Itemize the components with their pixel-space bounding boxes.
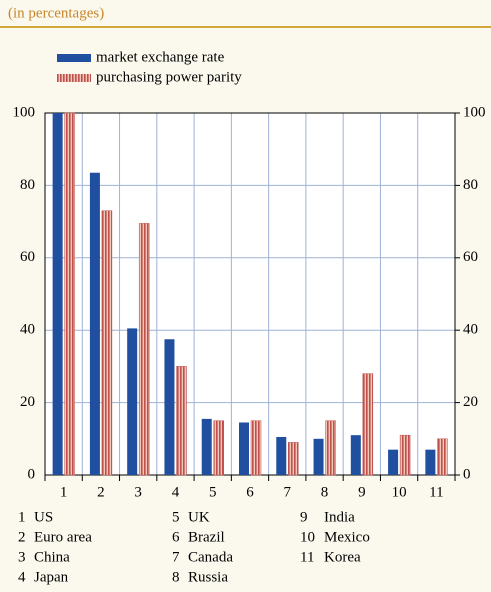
key-name: China — [34, 549, 70, 565]
y2-tick-label: 20 — [463, 394, 478, 410]
plot-area — [45, 113, 455, 475]
key-number: 9 — [300, 509, 308, 525]
key-name: UK — [188, 509, 210, 525]
x-tick-label: 9 — [358, 484, 366, 500]
bar — [101, 210, 113, 476]
y2-tick-label: 0 — [463, 466, 471, 482]
x-tick-label: 10 — [392, 484, 407, 500]
x-tick-label: 8 — [321, 484, 329, 500]
key-number: 1 — [18, 509, 26, 525]
legend-label: market exchange rate — [96, 49, 225, 65]
key-name: Canada — [188, 549, 233, 565]
key-name: Korea — [324, 549, 361, 565]
bar — [239, 422, 249, 475]
y-tick-label: 0 — [28, 466, 36, 482]
legend-label: purchasing power parity — [96, 69, 242, 85]
bar — [288, 442, 299, 476]
key-name: Russia — [188, 569, 228, 585]
key-number: 3 — [18, 549, 26, 565]
key-number: 6 — [172, 529, 180, 545]
x-tick-label: 11 — [429, 484, 443, 500]
x-tick-label: 6 — [246, 484, 254, 500]
bar — [138, 223, 150, 476]
key-number: 11 — [300, 549, 314, 565]
key-number: 4 — [18, 569, 26, 585]
y2-tick-label: 60 — [463, 249, 478, 265]
key-number: 2 — [18, 529, 26, 545]
y2-tick-label: 40 — [463, 322, 478, 338]
x-tick-label: 3 — [134, 484, 142, 500]
bar — [276, 436, 287, 475]
bar — [362, 373, 374, 476]
bar — [127, 328, 138, 475]
x-tick-label: 5 — [209, 484, 217, 500]
bar — [250, 420, 262, 476]
bar — [52, 113, 63, 475]
x-tick-label: 2 — [97, 484, 105, 500]
bar — [313, 438, 324, 475]
subtitle: (in percentages) — [8, 5, 104, 21]
y2-tick-label: 100 — [463, 104, 486, 120]
bar — [437, 438, 448, 476]
key-name: Brazil — [188, 529, 225, 545]
key-number: 5 — [172, 509, 180, 525]
bar — [425, 449, 436, 475]
x-tick-label: 1 — [60, 484, 68, 500]
bar — [201, 418, 212, 475]
key-name: Mexico — [324, 529, 370, 545]
y-tick-label: 60 — [20, 249, 35, 265]
y-tick-label: 20 — [20, 394, 35, 410]
x-tick-label: 4 — [172, 484, 180, 500]
key-name: India — [324, 509, 355, 525]
bar — [399, 434, 411, 476]
bar — [176, 366, 187, 476]
bar — [64, 112, 75, 476]
legend-swatch — [57, 54, 91, 62]
plot-frame — [44, 112, 456, 476]
bar — [89, 172, 100, 476]
legend-swatch — [57, 74, 91, 82]
y-tick-label: 80 — [20, 177, 35, 193]
bar — [350, 435, 361, 475]
bar — [213, 420, 224, 476]
y-tick-label: 100 — [13, 104, 36, 120]
bar — [388, 449, 399, 475]
key-name: US — [34, 509, 53, 525]
bar — [325, 420, 336, 476]
y2-tick-label: 80 — [463, 177, 478, 193]
key-number: 7 — [172, 549, 180, 565]
key-name: Euro area — [34, 529, 92, 545]
key-name: Japan — [34, 569, 69, 585]
bar — [164, 339, 175, 475]
key-number: 8 — [172, 569, 180, 585]
y-tick-label: 40 — [20, 322, 35, 338]
key-number: 10 — [300, 529, 315, 545]
x-tick-label: 7 — [284, 484, 292, 500]
